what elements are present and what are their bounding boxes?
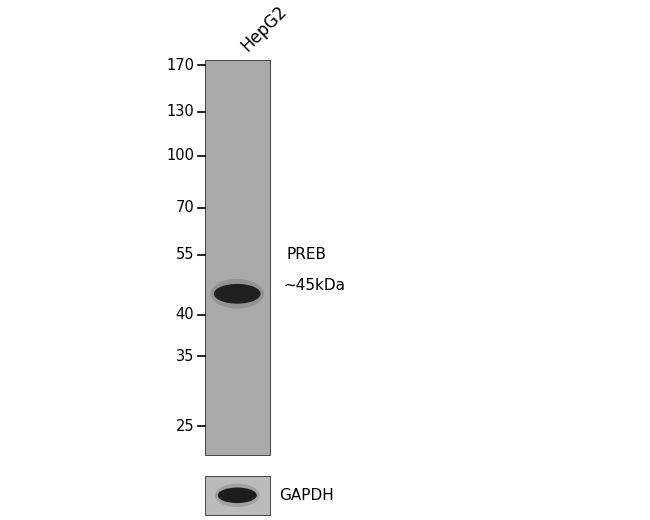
Text: 35: 35 — [176, 349, 194, 363]
Text: 70: 70 — [176, 201, 194, 215]
Text: 40: 40 — [176, 307, 194, 322]
Text: HepG2: HepG2 — [237, 2, 290, 55]
Text: 25: 25 — [176, 419, 194, 434]
Ellipse shape — [218, 488, 257, 503]
Text: 100: 100 — [166, 149, 194, 163]
Ellipse shape — [211, 279, 264, 308]
Text: 55: 55 — [176, 248, 194, 262]
Text: ~45kDa: ~45kDa — [283, 279, 345, 293]
Ellipse shape — [214, 284, 261, 304]
Bar — [205, 476, 270, 515]
Bar — [205, 60, 270, 455]
Text: 130: 130 — [166, 105, 194, 119]
Text: 170: 170 — [166, 58, 194, 72]
Ellipse shape — [214, 484, 260, 507]
Text: GAPDH: GAPDH — [280, 488, 334, 503]
Text: PREB: PREB — [286, 248, 326, 262]
